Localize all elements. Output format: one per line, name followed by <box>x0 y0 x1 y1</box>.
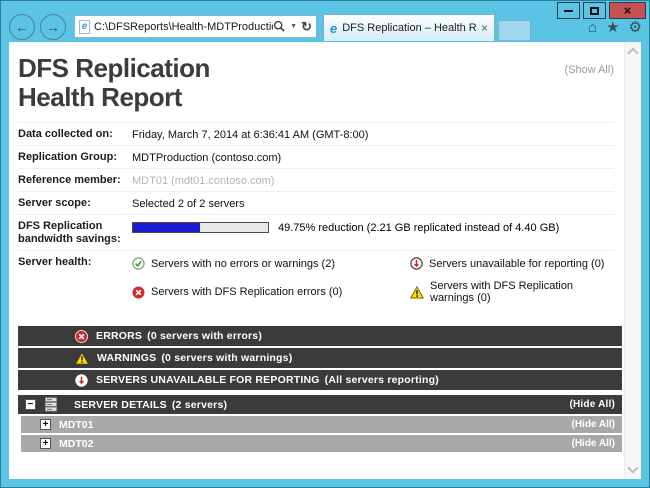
forward-button[interactable]: → <box>40 14 66 40</box>
unavailable-section-bar[interactable]: SERVERS UNAVAILABLE FOR REPORTING (All s… <box>18 370 622 390</box>
field-label: Replication Group: <box>18 151 117 163</box>
bandwidth-progress-bar <box>132 222 269 233</box>
field-value: Selected 2 of 2 servers <box>132 198 245 210</box>
page-viewport: DFS Replication Health Report (Show All)… <box>9 42 641 479</box>
field-label: DFS Replication bandwidth savings: <box>18 220 121 245</box>
warnings-section-bar[interactable]: WARNINGS (0 servers with warnings) <box>18 348 622 368</box>
ok-icon <box>132 257 145 270</box>
server-health-row: Server health: Servers with no errors or… <box>18 250 614 314</box>
tab-close-icon[interactable]: × <box>480 21 488 35</box>
field-label: Server health: <box>18 256 92 268</box>
section-title: WARNINGS <box>97 352 157 364</box>
health-item-text: Servers with no errors or warnings (2) <box>151 257 336 270</box>
section-title: SERVER DETAILS <box>74 398 167 411</box>
field-value: MDTProduction (contoso.com) <box>132 152 282 164</box>
field-value: MDT01 (mdt01.contoso.com) <box>132 175 275 187</box>
field-row: Server scope: Selected 2 of 2 servers <box>18 191 614 214</box>
health-item: Servers with DFS Replication warnings (0… <box>410 280 614 304</box>
field-row: Data collected on: Friday, March 7, 2014… <box>18 122 614 145</box>
hide-all-link[interactable]: (Hide All) <box>569 399 615 410</box>
maximize-button[interactable] <box>583 2 606 19</box>
section-subtitle: (2 servers) <box>171 398 228 411</box>
page-title: DFS Replication Health Report <box>18 53 210 112</box>
section-title: SERVERS UNAVAILABLE FOR REPORTING <box>96 374 320 386</box>
expand-box-icon[interactable]: + <box>40 419 51 430</box>
collapse-box-icon[interactable]: − <box>25 399 36 410</box>
field-row: Reference member: MDT01 (mdt01.contoso.c… <box>18 168 614 191</box>
field-label: Server scope: <box>18 197 91 209</box>
errors-section-bar[interactable]: ERRORS (0 servers with errors) <box>18 326 622 346</box>
field-label: Data collected on: <box>18 128 113 140</box>
server-stack-icon <box>45 397 57 412</box>
minimize-button[interactable] <box>557 2 580 19</box>
address-dropdown-icon[interactable]: ▼ <box>290 23 298 30</box>
browser-tab[interactable]: e DFS Replication – Health Re... × <box>323 14 495 41</box>
warning-icon <box>410 285 424 299</box>
refresh-icon[interactable]: ↻ <box>301 18 312 34</box>
field-label: Reference member: <box>18 174 121 186</box>
section-subtitle: (All servers reporting) <box>324 374 439 386</box>
summary-fields: Data collected on: Friday, March 7, 2014… <box>18 122 614 314</box>
health-item-text: Servers with DFS Replication errors (0) <box>151 286 343 298</box>
minimize-icon <box>564 9 573 12</box>
server-row-mdt01[interactable]: + MDT01 (Hide All) <box>21 416 622 433</box>
bandwidth-bar-fill <box>133 223 201 232</box>
window-controls: × <box>557 2 646 19</box>
vertical-scrollbar[interactable] <box>624 42 641 479</box>
search-icon[interactable] <box>273 20 286 33</box>
address-bar[interactable]: e C:\DFSReports\Health-MDTProduction-07M… <box>74 15 317 38</box>
expand-box-icon[interactable]: + <box>40 438 51 449</box>
server-name: MDT01 <box>59 418 94 431</box>
section-subtitle: (0 servers with errors) <box>147 330 263 342</box>
bandwidth-text: 49.75% reduction (2.21 GB replicated ins… <box>278 222 560 234</box>
back-icon: ← <box>15 19 29 35</box>
field-value: Friday, March 7, 2014 at 6:36:41 AM (GMT… <box>132 129 369 141</box>
section-subtitle: (0 servers with warnings) <box>161 352 293 364</box>
error-icon <box>132 286 145 299</box>
tools-gear-icon[interactable]: ⚙ <box>628 19 642 36</box>
section-title: ERRORS <box>96 330 143 342</box>
health-item-text: Servers with DFS Replication warnings (0… <box>430 280 574 304</box>
server-health-grid: Servers with no errors or warnings (2) S… <box>132 256 614 310</box>
bandwidth-row: DFS Replication bandwidth savings: 49.75… <box>18 214 614 250</box>
field-row: Replication Group: MDTProduction (contos… <box>18 145 614 168</box>
unavailable-icon <box>410 257 423 270</box>
home-icon[interactable]: ⌂ <box>588 19 598 36</box>
close-button[interactable]: × <box>609 2 646 19</box>
favorites-star-icon[interactable]: ★ <box>606 19 620 36</box>
forward-icon: → <box>46 19 60 35</box>
scroll-up-icon[interactable] <box>627 47 639 59</box>
server-name: MDT02 <box>59 437 94 450</box>
hide-all-link[interactable]: (Hide All) <box>571 438 615 449</box>
server-row-mdt02[interactable]: + MDT02 (Hide All) <box>21 435 622 452</box>
health-item-text: Servers unavailable for reporting (0) <box>429 257 605 270</box>
maximize-icon <box>590 6 599 15</box>
page-favicon: e <box>79 19 90 34</box>
server-details-bar[interactable]: − SERVER DETAILS (2 servers) (Hide All) <box>18 395 622 414</box>
ie-favicon: e <box>330 20 338 36</box>
browser-chrome: × ← → e C:\DFSReports\Health-MDTProducti… <box>0 0 650 42</box>
health-item: Servers unavailable for reporting (0) <box>410 257 614 270</box>
warning-icon <box>75 351 89 365</box>
navigation-bar: ← → e C:\DFSReports\Health-MDTProduction… <box>9 13 642 42</box>
back-button[interactable]: ← <box>9 14 35 40</box>
error-icon <box>75 329 88 343</box>
health-item: Servers with DFS Replication errors (0) <box>132 280 410 304</box>
show-all-link[interactable]: (Show All) <box>564 64 614 76</box>
health-item: Servers with no errors or warnings (2) <box>132 257 410 270</box>
report-sections: ERRORS (0 servers with errors) WARNINGS … <box>18 326 622 452</box>
hide-all-link[interactable]: (Hide All) <box>571 419 615 430</box>
toolbar-icons: ⌂ ★ ⚙ <box>588 20 642 35</box>
scroll-down-icon[interactable] <box>627 462 639 474</box>
address-input[interactable]: C:\DFSReports\Health-MDTProduction-07Ma <box>94 20 273 33</box>
report-page: DFS Replication Health Report (Show All)… <box>9 42 624 479</box>
close-icon: × <box>623 3 632 18</box>
tab-title: DFS Replication – Health Re... <box>342 22 477 34</box>
unavailable-icon <box>75 373 88 387</box>
new-tab-button[interactable] <box>498 20 531 40</box>
